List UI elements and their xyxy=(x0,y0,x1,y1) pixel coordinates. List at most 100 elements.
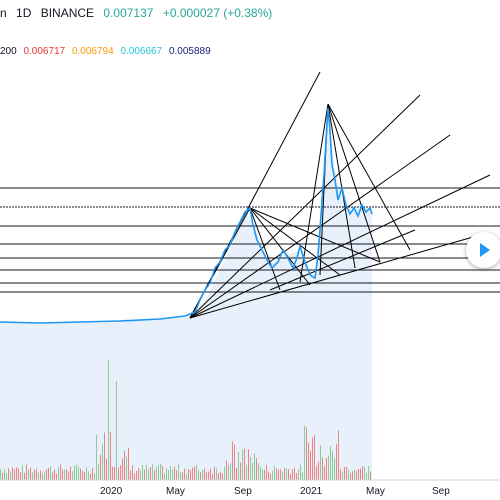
volume-bar xyxy=(276,468,277,480)
x-tick-label: Sep xyxy=(432,486,450,497)
volume-bar xyxy=(68,471,69,480)
volume-bar xyxy=(124,451,125,480)
volume-bar xyxy=(192,467,193,480)
volume-bar xyxy=(354,469,355,480)
volume-bars xyxy=(0,360,371,480)
volume-bar xyxy=(224,466,225,480)
volume-bar xyxy=(368,466,369,480)
indicator-label[interactable]: 200 xyxy=(0,46,17,57)
volume-bar xyxy=(168,470,169,480)
volume-bar xyxy=(278,469,279,480)
indicator-value: 0.005889 xyxy=(168,46,211,57)
volume-bar xyxy=(358,469,359,480)
volume-bar xyxy=(246,464,247,480)
volume-bar xyxy=(318,461,319,480)
volume-bar xyxy=(104,432,105,480)
volume-bar xyxy=(36,468,37,480)
volume-bar xyxy=(4,469,5,480)
volume-bar xyxy=(162,465,163,480)
volume-bar xyxy=(304,425,305,480)
exchange-label: BINANCE xyxy=(40,6,95,20)
volume-bar xyxy=(72,471,73,480)
volume-bar xyxy=(8,468,9,480)
volume-bar xyxy=(254,453,255,480)
volume-bar xyxy=(336,443,337,480)
volume-bar xyxy=(196,464,197,480)
volume-bar xyxy=(126,456,127,480)
volume-bar xyxy=(156,466,157,480)
volume-bar xyxy=(242,449,243,480)
volume-bar xyxy=(352,471,353,480)
volume-bar xyxy=(152,464,153,480)
volume-bar xyxy=(320,444,321,480)
volume-bar xyxy=(128,447,129,480)
x-tick-label: 2020 xyxy=(100,486,123,497)
play-icon xyxy=(480,243,490,257)
volume-bar xyxy=(48,467,49,480)
volume-bar xyxy=(80,468,81,480)
volume-bar xyxy=(84,471,85,480)
volume-bar xyxy=(10,471,11,480)
volume-bar xyxy=(268,471,269,480)
volume-bar xyxy=(30,467,31,480)
volume-bar xyxy=(228,464,229,480)
volume-bar xyxy=(92,468,93,480)
volume-bar xyxy=(302,472,303,480)
price-area-fill xyxy=(0,108,372,480)
volume-bar xyxy=(20,472,21,480)
volume-bar xyxy=(244,448,245,480)
x-tick-label: 2021 xyxy=(300,486,323,497)
volume-bar xyxy=(310,451,311,480)
volume-bar xyxy=(130,470,131,480)
volume-bar xyxy=(274,465,275,480)
volume-bar xyxy=(314,435,315,480)
last-price: 0.007137 xyxy=(103,6,154,20)
volume-bar xyxy=(122,458,123,480)
x-tick-label: May xyxy=(366,486,385,497)
volume-bar xyxy=(106,458,107,480)
indicator-value: 0.006717 xyxy=(23,46,66,57)
volume-bar xyxy=(338,430,339,480)
volume-bar xyxy=(230,463,231,480)
indicator-value: 0.006794 xyxy=(71,46,114,57)
volume-bar xyxy=(272,470,273,480)
volume-bar xyxy=(296,473,297,480)
volume-bar xyxy=(108,360,109,480)
volume-bar xyxy=(252,463,253,480)
volume-bar xyxy=(58,467,59,480)
volume-bar xyxy=(86,467,87,480)
volume-bar xyxy=(340,469,341,480)
volume-bar xyxy=(166,468,167,480)
volume-bar xyxy=(306,427,307,480)
volume-bar xyxy=(116,381,117,480)
volume-bar xyxy=(154,469,155,480)
symbol-header: n 1D BINANCE 0.007137 +0.000027 (+0.38%) xyxy=(0,6,278,20)
volume-bar xyxy=(12,467,13,480)
play-button[interactable] xyxy=(466,232,500,268)
volume-bar xyxy=(102,444,103,480)
volume-bar xyxy=(18,468,19,480)
symbol-name[interactable]: n xyxy=(0,6,7,20)
x-tick-label: Sep xyxy=(234,486,252,497)
volume-bar xyxy=(248,449,249,480)
volume-bar xyxy=(308,443,309,480)
volume-bar xyxy=(360,468,361,480)
volume-bar xyxy=(202,469,203,480)
volume-bar xyxy=(74,465,75,480)
volume-bar xyxy=(208,471,209,480)
volume-bar xyxy=(46,469,47,480)
volume-bar xyxy=(188,468,189,480)
interval-label[interactable]: 1D xyxy=(16,6,32,20)
volume-bar xyxy=(0,469,1,480)
volume-bar xyxy=(90,473,91,480)
volume-bar xyxy=(52,472,53,480)
volume-bar xyxy=(2,472,3,480)
indicator-legend: 200 0.006717 0.006794 0.006667 0.005889 xyxy=(0,46,215,57)
volume-bar xyxy=(42,473,43,480)
volume-bar xyxy=(118,467,119,480)
volume-bar xyxy=(346,466,347,480)
volume-bar xyxy=(348,469,349,480)
volume-bar xyxy=(70,466,71,480)
volume-bar xyxy=(290,473,291,480)
